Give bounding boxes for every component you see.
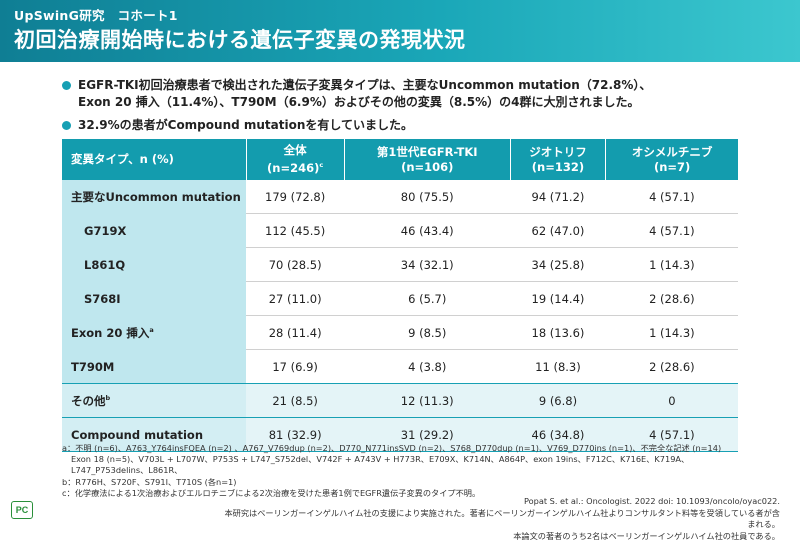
table-cell: 70 (28.5) bbox=[246, 248, 344, 282]
header-first-gen-line2: (n=106) bbox=[401, 160, 453, 174]
footnotes: a：不明 (n=6)、A763_Y764insFQEA (n=2) 、A767_… bbox=[62, 443, 762, 499]
header-overall: 全体 (n=246)c bbox=[246, 139, 344, 180]
table-cell: 62 (47.0) bbox=[510, 214, 606, 248]
table-cell: 112 (45.5) bbox=[246, 214, 344, 248]
header-mutation-type: 変異タイプ、n (%) bbox=[62, 139, 246, 180]
table-cell: 18 (13.6) bbox=[510, 316, 606, 350]
header-first-gen: 第1世代EGFR-TKI(n=106) bbox=[344, 139, 510, 180]
row-label-text: その他 bbox=[71, 394, 106, 408]
table-row: G719X 112 (45.5) 46 (43.4) 62 (47.0) 4 (… bbox=[62, 214, 738, 248]
table-cell: 9 (8.5) bbox=[344, 316, 510, 350]
table-row: その他b 21 (8.5) 12 (11.3) 9 (6.8) 0 bbox=[62, 384, 738, 418]
row-label: その他b bbox=[62, 384, 246, 418]
header-overall-sup: c bbox=[319, 161, 323, 169]
row-label: L861Q bbox=[62, 248, 246, 282]
bullet-2-line-1: 32.9%の患者がCompound mutationを有していました。 bbox=[78, 117, 782, 134]
table-cell: 80 (75.5) bbox=[344, 180, 510, 214]
table-row: S768I 27 (11.0) 6 (5.7) 19 (14.4) 2 (28.… bbox=[62, 282, 738, 316]
table-cell: 6 (5.7) bbox=[344, 282, 510, 316]
company-logo: PC bbox=[11, 501, 33, 519]
table-header-row: 変異タイプ、n (%) 全体 (n=246)c 第1世代EGFR-TKI(n=10… bbox=[62, 139, 738, 180]
header-overall-line1: 全体 bbox=[284, 143, 307, 157]
table-cell: 4 (3.8) bbox=[344, 350, 510, 384]
table-cell: 0 bbox=[606, 384, 738, 418]
row-label-sup: a bbox=[149, 326, 153, 334]
table-cell: 179 (72.8) bbox=[246, 180, 344, 214]
bullet-dot-icon bbox=[62, 81, 71, 90]
table-cell: 28 (11.4) bbox=[246, 316, 344, 350]
header-supertitle: UpSwinG研究 コホート1 bbox=[14, 5, 178, 24]
table-cell: 34 (25.8) bbox=[510, 248, 606, 282]
reference-citation: Popat S. et al.: Oncologist. 2022 doi: 1… bbox=[220, 496, 780, 508]
row-label: T790M bbox=[62, 350, 246, 384]
table-cell: 94 (71.2) bbox=[510, 180, 606, 214]
summary-bullets: EGFR-TKI初回治療患者で検出された遺伝子変異タイプは、主要なUncommo… bbox=[62, 77, 782, 140]
header-first-gen-line1: 第1世代EGFR-TKI bbox=[377, 145, 478, 159]
header-osimertinib: オシメルチニブ(n=7) bbox=[606, 139, 738, 180]
header-osimertinib-line2: (n=7) bbox=[654, 160, 690, 174]
footnote-a: a：不明 (n=6)、A763_Y764insFQEA (n=2) 、A767_… bbox=[62, 443, 762, 454]
bullet-1-line-1: EGFR-TKI初回治療患者で検出された遺伝子変異タイプは、主要なUncommo… bbox=[78, 77, 782, 94]
row-label: 主要なUncommon mutation bbox=[62, 180, 246, 214]
bullet-dot-icon bbox=[62, 121, 71, 130]
header-giotrif-line2: (n=132) bbox=[532, 160, 584, 174]
header-mutation-type-label: 変異タイプ、n (%) bbox=[71, 152, 174, 166]
table-row: 主要なUncommon mutation 179 (72.8) 80 (75.5… bbox=[62, 180, 738, 214]
header-osimertinib-line1: オシメルチニブ bbox=[632, 145, 713, 159]
table-cell: 12 (11.3) bbox=[344, 384, 510, 418]
table-cell: 34 (32.1) bbox=[344, 248, 510, 282]
header-banner: UpSwinG研究 コホート1 初回治療開始時における遺伝子変異の発現状況 bbox=[0, 0, 800, 62]
table-row: Exon 20 挿入a 28 (11.4) 9 (8.5) 18 (13.6) … bbox=[62, 316, 738, 350]
reference-funding: 本研究はベーリンガーインゲルハイム社の支援により実施された。著者にベーリンガーイ… bbox=[220, 508, 780, 531]
table-cell: 21 (8.5) bbox=[246, 384, 344, 418]
page-title: 初回治療開始時における遺伝子変異の発現状況 bbox=[14, 24, 466, 54]
header-giotrif: ジオトリフ(n=132) bbox=[510, 139, 606, 180]
row-label-text: Exon 20 挿入 bbox=[71, 326, 149, 340]
footnote-b: b：R776H、S720F、S791I、T710S (各n=1) bbox=[62, 477, 762, 488]
table-cell: 19 (14.4) bbox=[510, 282, 606, 316]
bullet-2: 32.9%の患者がCompound mutationを有していました。 bbox=[62, 117, 782, 134]
table-cell: 11 (8.3) bbox=[510, 350, 606, 384]
row-label: S768I bbox=[62, 282, 246, 316]
bullet-1-line-2: Exon 20 挿入（11.4%）、T790M（6.9%）およびその他の変異（8… bbox=[78, 94, 782, 111]
table-cell: 9 (6.8) bbox=[510, 384, 606, 418]
mutation-table: 変異タイプ、n (%) 全体 (n=246)c 第1世代EGFR-TKI(n=10… bbox=[62, 139, 738, 452]
bullet-1: EGFR-TKI初回治療患者で検出された遺伝子変異タイプは、主要なUncommo… bbox=[62, 77, 782, 111]
footnote-a-continued: Exon 18 (n=5)、V703L + L707W、P753S + L747… bbox=[62, 454, 762, 476]
row-label: Exon 20 挿入a bbox=[62, 316, 246, 350]
row-label: G719X bbox=[62, 214, 246, 248]
references: Popat S. et al.: Oncologist. 2022 doi: 1… bbox=[220, 496, 780, 542]
reference-authors: 本論文の著者のうち2名はベーリンガーインゲルハイム社の社員である。 bbox=[220, 531, 780, 542]
table-cell: 17 (6.9) bbox=[246, 350, 344, 384]
table-cell: 1 (14.3) bbox=[606, 248, 738, 282]
table-cell: 46 (43.4) bbox=[344, 214, 510, 248]
table-cell: 4 (57.1) bbox=[606, 214, 738, 248]
table-cell: 1 (14.3) bbox=[606, 316, 738, 350]
table-cell: 27 (11.0) bbox=[246, 282, 344, 316]
table-row: T790M 17 (6.9) 4 (3.8) 11 (8.3) 2 (28.6) bbox=[62, 350, 738, 384]
table-cell: 4 (57.1) bbox=[606, 180, 738, 214]
table-cell: 2 (28.6) bbox=[606, 350, 738, 384]
header-overall-line2: (n=246) bbox=[267, 161, 319, 175]
row-label-sup: b bbox=[106, 394, 111, 402]
table-row: L861Q 70 (28.5) 34 (32.1) 34 (25.8) 1 (1… bbox=[62, 248, 738, 282]
table-cell: 2 (28.6) bbox=[606, 282, 738, 316]
header-giotrif-line1: ジオトリフ bbox=[529, 145, 587, 159]
